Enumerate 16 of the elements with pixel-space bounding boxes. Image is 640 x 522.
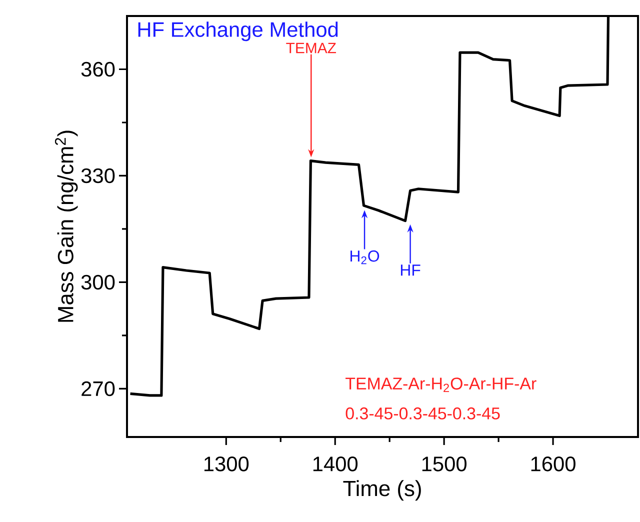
x-axis-title: Time (s) (343, 480, 421, 501)
y-tick-label: 330 (81, 168, 115, 184)
y-tick-label: 300 (81, 274, 115, 290)
chart-title: HF Exchange Method (138, 22, 338, 42)
y-axis-title: Mass Gain (ng/cm$^{2}$) (54, 130, 78, 322)
annotation: 0.3-45-0.3-45-0.3-45 (346, 407, 500, 420)
x-tick-label: 1400 (313, 456, 358, 472)
y-tick-label: 360 (81, 62, 115, 77)
annotation: H$_{2}$O (350, 250, 380, 264)
annotation: TEMAZ (286, 42, 336, 54)
x-tick-label: 1500 (422, 456, 467, 472)
x-tick-label: 1300 (204, 456, 249, 472)
annotation: HF (400, 264, 420, 276)
x-tick-label: 1600 (531, 456, 576, 472)
y-tick-label: 270 (82, 381, 115, 396)
annotation: TEMAZ-Ar-H$_{2}$O-Ar-HF-Ar (346, 378, 536, 392)
